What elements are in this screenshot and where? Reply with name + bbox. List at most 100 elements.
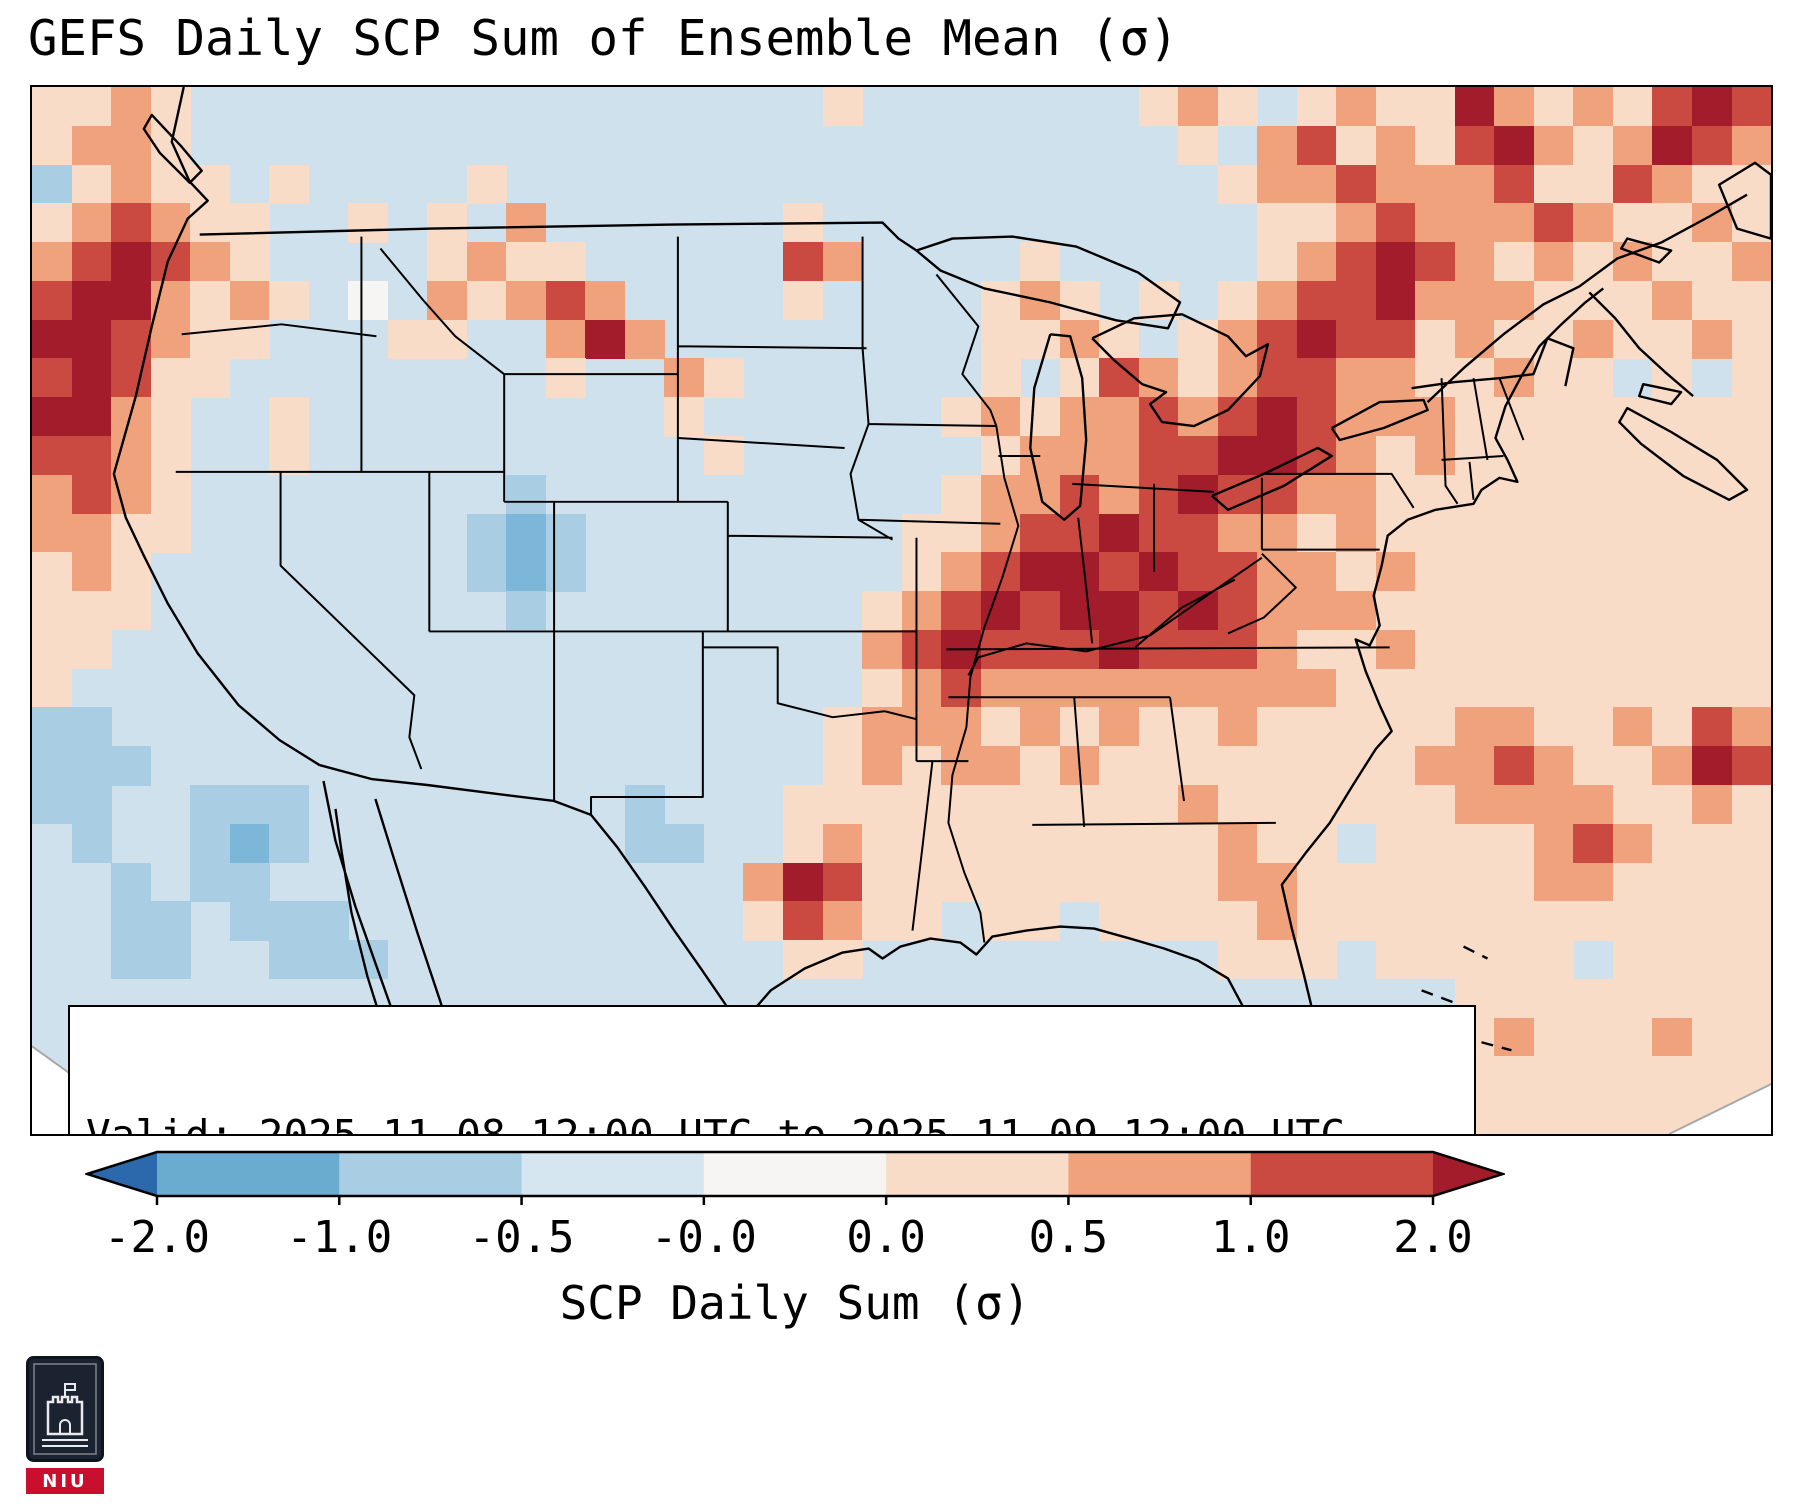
heat-cell [1375, 862, 1416, 902]
heat-cell [1336, 242, 1377, 282]
heat-cell [1573, 436, 1614, 476]
colorbar-tick-label: 2.0 [1393, 1212, 1473, 1263]
heat-cell [111, 474, 152, 515]
heat-cell [1692, 474, 1733, 515]
heat-cell [1099, 707, 1140, 747]
heat-cell [1731, 862, 1771, 902]
heat-cell [111, 87, 152, 127]
heat-cell [585, 280, 626, 321]
heat-cell [506, 242, 547, 282]
heat-cell [782, 785, 823, 825]
heat-cell [1731, 125, 1771, 166]
heat-cell [862, 901, 903, 941]
heat-cell [1652, 629, 1693, 670]
heat-cell [862, 668, 903, 709]
heat-cell [1375, 242, 1416, 282]
heat-cell [941, 785, 982, 825]
heat-cell [980, 591, 1021, 631]
heat-cell [1296, 513, 1337, 553]
heat-cell [1375, 319, 1416, 360]
heat-cell [1612, 707, 1653, 747]
heat-cell [150, 242, 191, 282]
heat-cell [1375, 87, 1416, 127]
heat-cell [1612, 1056, 1653, 1096]
heat-cell [1573, 1017, 1614, 1058]
heat-cell [1731, 629, 1771, 670]
heat-cell [901, 746, 942, 786]
heat-cell [71, 319, 112, 360]
heat-cell [1336, 591, 1377, 631]
heat-cell [1296, 242, 1337, 282]
heat-cell [111, 591, 152, 631]
heat-cell [1415, 436, 1456, 476]
heat-cell [1494, 280, 1535, 321]
heat-cell [1178, 474, 1219, 515]
heat-cell [32, 629, 73, 670]
heat-cell [1178, 785, 1219, 825]
heat-cell [1217, 629, 1258, 670]
heat-cell [1494, 629, 1535, 670]
heat-cell [1454, 513, 1495, 553]
heat-cell [1099, 901, 1140, 941]
heat-cell [348, 940, 389, 980]
heat-cell [901, 862, 942, 902]
heat-cell [1454, 280, 1495, 321]
heat-cell [1415, 940, 1456, 980]
heat-cell [1731, 785, 1771, 825]
heat-cell [1415, 87, 1456, 127]
heat-cell [32, 358, 73, 398]
heat-cell [901, 591, 942, 631]
heat-cell [32, 513, 73, 553]
heat-cell [32, 785, 73, 825]
heat-cell [1059, 552, 1100, 592]
heat-cell [269, 397, 310, 437]
heat-cell [1573, 823, 1614, 864]
heat-cell [1454, 436, 1495, 476]
heat-cell [32, 87, 73, 127]
heat-cell [1573, 164, 1614, 204]
heat-cell [1257, 785, 1298, 825]
heat-cell [1533, 397, 1574, 437]
heat-cell [1138, 591, 1179, 631]
heat-cell [1652, 552, 1693, 592]
heat-cell [229, 242, 270, 282]
heat-cell [1494, 125, 1535, 166]
heat-cell [1296, 591, 1337, 631]
heat-cell [545, 513, 586, 553]
validity-box: Valid: 2025-11-08 12:00 UTC to 2025-11-0… [68, 1005, 1476, 1136]
heat-cell [71, 474, 112, 515]
heat-cell [1692, 785, 1733, 825]
heat-cell [1454, 125, 1495, 166]
heat-cell [1494, 87, 1535, 127]
heat-cell [862, 862, 903, 902]
heat-cell [1296, 397, 1337, 437]
heat-cell [1138, 358, 1179, 398]
heat-cell [1494, 164, 1535, 204]
heat-cell [1612, 436, 1653, 476]
heat-cell [1652, 1056, 1693, 1096]
heat-cell [1612, 862, 1653, 902]
heat-cell [1336, 474, 1377, 515]
heat-cell [32, 746, 73, 786]
heat-cell [1652, 862, 1693, 902]
heat-cell [822, 862, 863, 902]
heat-cell [782, 940, 823, 980]
heat-cell [71, 436, 112, 476]
heat-cell [1731, 901, 1771, 941]
heat-cell [32, 436, 73, 476]
heat-cell [1652, 164, 1693, 204]
heat-cell [1454, 668, 1495, 709]
heat-cell [1099, 513, 1140, 553]
heat-cell [1296, 668, 1337, 709]
heat-cell [1415, 358, 1456, 398]
valid-line: Valid: 2025-11-08 12:00 UTC to 2025-11-0… [86, 1111, 1345, 1136]
colorbar-segment [339, 1152, 523, 1196]
heat-cell [782, 242, 823, 282]
heat-cell [941, 397, 982, 437]
heat-cell [1533, 785, 1574, 825]
heat-cell [1336, 785, 1377, 825]
heat-cell [506, 280, 547, 321]
heat-cell [1533, 591, 1574, 631]
heat-cell [32, 242, 73, 282]
heat-cell [1533, 629, 1574, 670]
